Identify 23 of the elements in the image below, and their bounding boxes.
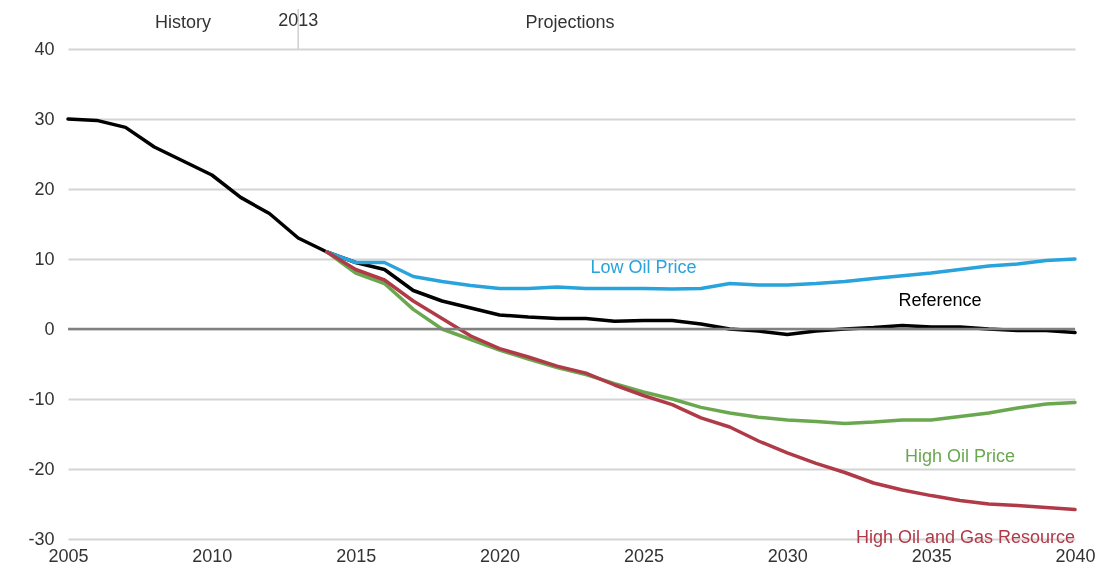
y-tick-label: 40 [34,38,55,59]
line-series [325,250,1077,512]
y-tick-label: -20 [28,458,55,479]
x-tick-label: 2010 [192,545,233,566]
x-tick-label: 2015 [336,545,377,566]
text: History [155,12,212,32]
text: Projections [525,12,615,32]
series-label: High Oil Price [904,445,1015,466]
x-tick-label: 2025 [623,545,664,566]
x-tick-label: 2035 [911,545,952,566]
x-tick-label: 2030 [767,545,808,566]
y-tick-label: 20 [34,178,55,199]
series-label: Reference [898,289,982,310]
y-tick-label: -10 [28,388,55,409]
series-label: Low Oil Price [590,257,697,278]
x-tick-label: 2040 [1055,545,1096,566]
y-tick-label: 30 [34,108,55,129]
series-label: High Oil and Gas Resource [855,526,1075,547]
y-tick-label: 0 [44,318,55,339]
x-tick-label: 2020 [480,545,521,566]
y-tick-label: 10 [34,248,55,269]
line-series [66,117,1077,337]
ref-line-label: 2013 [278,10,319,30]
